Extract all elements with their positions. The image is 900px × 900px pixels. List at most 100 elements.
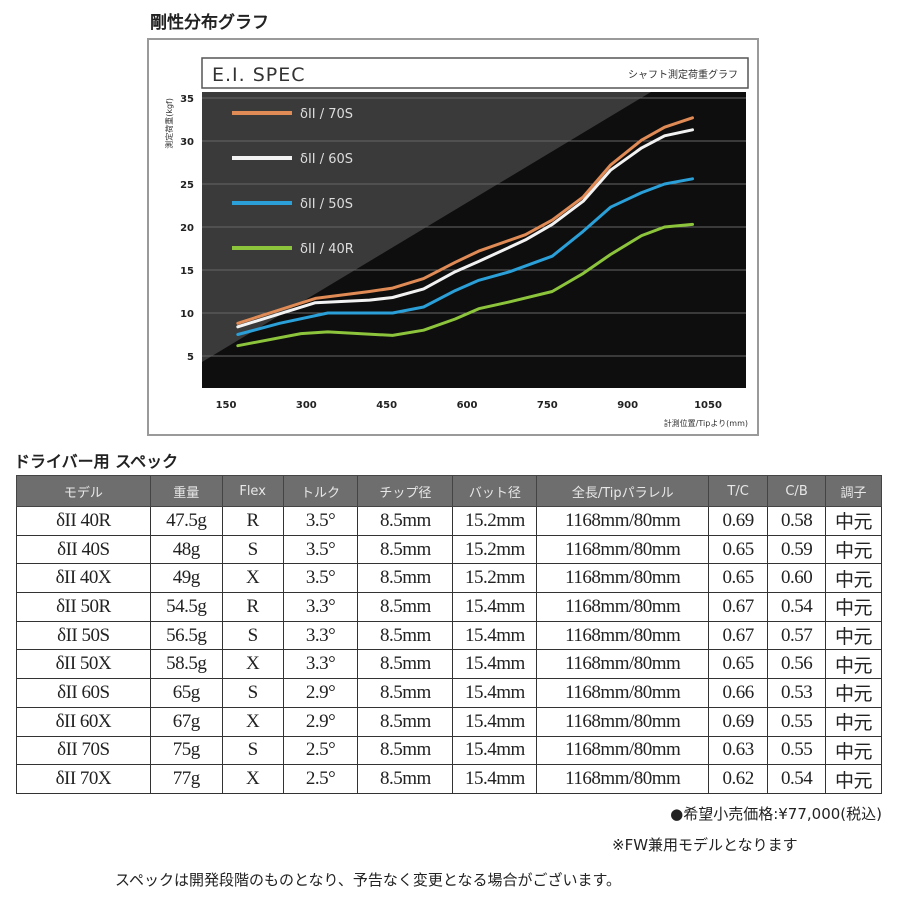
table-cell: 15.2mm [452, 506, 538, 536]
table-row: δII 60S 65g S 2.9° 8.5mm 15.4mm 1168mm/80mm 0.6… [16, 678, 882, 708]
column-header: 調子 [825, 475, 882, 507]
table-cell: R [221, 592, 284, 622]
table-cell: 0.54 [767, 764, 827, 794]
legend-label: δII / 50S [300, 197, 353, 212]
table-cell: 中元 [825, 534, 882, 565]
table-cell: 0.69 [708, 706, 769, 737]
table-cell: 3.3° [282, 592, 359, 622]
table-cell: S [221, 534, 284, 565]
table-cell: 2.9° [282, 706, 359, 737]
table-cell: 0.63 [708, 735, 769, 766]
table-row: δII 40X 49g X 3.5° 8.5mm 15.2mm 1168mm/80mm 0.6… [16, 563, 882, 594]
table-cell: 0.66 [708, 678, 769, 708]
table-cell: 15.4mm [452, 620, 538, 651]
table-cell: δII 50S [16, 620, 151, 651]
table-cell: 中元 [825, 506, 882, 536]
table-cell: 15.4mm [452, 592, 538, 622]
y-tick-label: 15 [180, 266, 194, 277]
ei-spec-chart: E.I. SPEC シャフト測定荷重グラフ 5 10 15 20 25 30 35 150 300 4… [164, 57, 749, 428]
table-cell: 中元 [825, 735, 882, 766]
table-cell: 0.65 [708, 563, 769, 594]
y-tick-label: 5 [187, 352, 194, 363]
table-row: δII 70S 75g S 2.5° 8.5mm 15.4mm 1168mm/80mm 0.6… [16, 735, 882, 766]
table-cell: 0.69 [708, 506, 769, 536]
table-cell: 1168mm/80mm [536, 649, 710, 680]
column-header: トルク [282, 475, 359, 507]
x-axis-label: 計測位置/Tipより(mm) [664, 418, 748, 428]
table-cell: 8.5mm [357, 506, 454, 536]
table-cell: 0.58 [767, 506, 827, 536]
y-tick-label: 30 [180, 137, 194, 148]
table-cell: 48g [149, 534, 223, 565]
spec-table: モデル 重量 Flex トルク チップ径 バット径 全長/Tipパラレル T/C C/B 調子 δ… [16, 475, 882, 794]
table-cell: 0.53 [767, 678, 827, 708]
table-cell: 65g [149, 678, 223, 708]
table-row: δII 40S 48g S 3.5° 8.5mm 15.2mm 1168mm/80mm 0.6… [16, 534, 882, 565]
table-cell: 3.5° [282, 563, 359, 594]
series-line [236, 128, 694, 329]
table-cell: δII 40X [16, 563, 151, 594]
disclaimer: スペックは開発段階のものとなり、予告なく変更となる場合がございます。 [115, 871, 621, 889]
table-cell: 0.56 [767, 649, 827, 680]
series-line [236, 116, 694, 325]
y-tick-label: 25 [180, 180, 194, 191]
column-header: チップ径 [357, 475, 454, 507]
table-cell: S [221, 735, 284, 766]
table-cell: 8.5mm [357, 764, 454, 794]
table-cell: 1168mm/80mm [536, 764, 710, 794]
chart-header: E.I. SPEC [212, 64, 306, 86]
table-cell: 3.3° [282, 620, 359, 651]
column-header: 重量 [149, 475, 223, 507]
table-cell: 中元 [825, 706, 882, 737]
table-row: δII 40R 47.5g R 3.5° 8.5mm 15.2mm 1168mm/80mm 0… [16, 506, 882, 536]
table-cell: 0.59 [767, 534, 827, 565]
table-cell: 8.5mm [357, 735, 454, 766]
table-cell: 47.5g [149, 506, 223, 536]
table-cell: 0.60 [767, 563, 827, 594]
table-cell: 15.2mm [452, 534, 538, 565]
table-cell: 中元 [825, 764, 882, 794]
table-cell: 15.4mm [452, 649, 538, 680]
table-row: δII 50S 56.5g S 3.3° 8.5mm 15.4mm 1168mm/80mm 0… [16, 620, 882, 651]
chart-header-box [201, 57, 749, 89]
table-row: δII 70X 77g X 2.5° 8.5mm 15.4mm 1168mm/80mm 0.6… [16, 764, 882, 794]
table-cell: 1168mm/80mm [536, 592, 710, 622]
chart-subtitle: シャフト測定荷重グラフ [628, 68, 738, 81]
series-line [236, 222, 694, 348]
legend-label: δII / 40R [300, 242, 354, 257]
legend-label: δII / 70S [300, 107, 353, 122]
column-header: T/C [708, 475, 769, 507]
table-row: δII 60X 67g X 2.9° 8.5mm 15.4mm 1168mm/80mm 0.6… [16, 706, 882, 737]
series-line [236, 177, 694, 336]
table-cell: X [221, 563, 284, 594]
table-cell: δII 40R [16, 506, 151, 536]
table-cell: 75g [149, 735, 223, 766]
table-cell: R [221, 506, 284, 536]
table-cell: δII 70S [16, 735, 151, 766]
column-header: バット径 [452, 475, 538, 507]
table-cell: δII 60S [16, 678, 151, 708]
table-cell: 中元 [825, 620, 882, 651]
fw-note: ※FW兼用モデルとなります [612, 836, 798, 854]
table-row: δII 50X 58.5g X 3.3° 8.5mm 15.4mm 1168mm/80mm 0… [16, 649, 882, 680]
table-cell: 1168mm/80mm [536, 620, 710, 651]
table-cell: 15.4mm [452, 706, 538, 737]
table-cell: 58.5g [149, 649, 223, 680]
table-cell: 0.65 [708, 534, 769, 565]
legend-label: δII / 60S [300, 152, 353, 167]
table-cell: 77g [149, 764, 223, 794]
table-cell: 0.67 [708, 592, 769, 622]
table-cell: 2.5° [282, 735, 359, 766]
table-cell: 中元 [825, 592, 882, 622]
column-header: C/B [767, 475, 827, 507]
table-cell: S [221, 678, 284, 708]
table-cell: 8.5mm [357, 678, 454, 708]
table-cell: 0.57 [767, 620, 827, 651]
x-tick-label: 900 [617, 400, 638, 411]
y-tick-label: 10 [180, 309, 194, 320]
table-cell: 0.62 [708, 764, 769, 794]
table-cell: 49g [149, 563, 223, 594]
table-cell: 中元 [825, 649, 882, 680]
column-header: Flex [221, 475, 284, 507]
table-cell: X [221, 706, 284, 737]
